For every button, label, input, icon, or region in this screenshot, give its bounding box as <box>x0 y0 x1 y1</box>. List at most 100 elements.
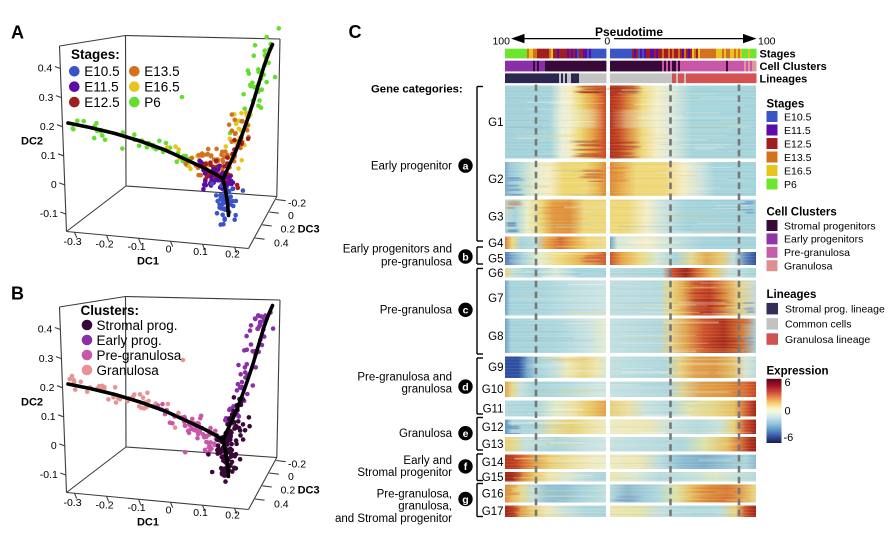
svg-text:0.4: 0.4 <box>38 63 53 75</box>
svg-text:Pseudotime: Pseudotime <box>595 25 663 39</box>
svg-text:0.3: 0.3 <box>39 92 54 104</box>
svg-text:B: B <box>11 284 24 304</box>
svg-text:Early prog.: Early prog. <box>97 333 162 348</box>
svg-text:Pre-granulosa,: Pre-granulosa, <box>377 488 452 500</box>
svg-text:100: 100 <box>758 36 776 48</box>
svg-text:DC3: DC3 <box>298 223 320 235</box>
svg-text:Cell Clusters: Cell Clusters <box>760 61 827 73</box>
svg-text:-0.1: -0.1 <box>40 208 58 220</box>
svg-text:G10: G10 <box>482 384 504 396</box>
svg-text:DC2: DC2 <box>21 397 43 409</box>
svg-text:-0.1: -0.1 <box>127 502 145 514</box>
svg-text:0.2: 0.2 <box>281 484 296 496</box>
svg-text:0: 0 <box>51 179 57 191</box>
svg-text:0.4: 0.4 <box>274 238 289 250</box>
svg-text:6: 6 <box>785 377 791 389</box>
svg-text:G13: G13 <box>482 439 504 451</box>
svg-text:c: c <box>463 305 469 317</box>
svg-text:Clusters:: Clusters: <box>81 303 140 318</box>
svg-text:E11.5: E11.5 <box>784 125 811 137</box>
svg-text:d: d <box>462 381 468 393</box>
svg-text:0: 0 <box>51 440 57 452</box>
svg-text:G4: G4 <box>488 238 504 250</box>
svg-text:0.1: 0.1 <box>41 150 56 162</box>
svg-text:and Stromal progenitor: and Stromal progenitor <box>335 513 452 525</box>
svg-text:-0.1: -0.1 <box>40 469 58 481</box>
svg-text:f: f <box>464 461 468 473</box>
svg-text:-0.3: -0.3 <box>63 236 81 248</box>
svg-text:G14: G14 <box>482 457 504 469</box>
svg-text:E12.5: E12.5 <box>84 95 119 110</box>
svg-text:granulosa: granulosa <box>401 384 452 396</box>
svg-text:0: 0 <box>288 210 294 222</box>
svg-text:0.1: 0.1 <box>193 507 208 519</box>
svg-text:G17: G17 <box>482 506 504 518</box>
svg-text:Pre-granulosa: Pre-granulosa <box>97 348 182 363</box>
svg-text:Stages:: Stages: <box>71 47 120 62</box>
svg-text:0.2: 0.2 <box>40 382 55 394</box>
svg-text:granulosa,: granulosa, <box>398 500 452 512</box>
svg-text:G15: G15 <box>482 472 504 484</box>
svg-text:P6: P6 <box>144 95 161 110</box>
svg-text:G5: G5 <box>488 254 503 266</box>
svg-text:Pre-granulosa: Pre-granulosa <box>380 305 453 317</box>
svg-text:G1: G1 <box>488 117 503 129</box>
svg-text:E16.5: E16.5 <box>144 80 179 95</box>
svg-text:0.3: 0.3 <box>39 353 54 365</box>
svg-text:DC3: DC3 <box>298 484 320 496</box>
svg-text:Stages: Stages <box>767 99 805 111</box>
svg-text:E16.5: E16.5 <box>784 165 812 177</box>
svg-text:-0.3: -0.3 <box>63 497 81 509</box>
svg-text:0.2: 0.2 <box>225 509 240 521</box>
svg-text:G12: G12 <box>482 422 504 434</box>
svg-text:Pre-granulosa and: Pre-granulosa and <box>357 372 452 384</box>
svg-text:G3: G3 <box>488 212 503 224</box>
svg-text:Lineages: Lineages <box>767 289 817 301</box>
svg-text:0: 0 <box>604 36 610 48</box>
svg-text:0: 0 <box>166 244 172 256</box>
svg-text:b: b <box>462 251 468 263</box>
svg-text:Granulosa: Granulosa <box>97 363 160 378</box>
svg-text:pre-granulosa: pre-granulosa <box>381 256 453 268</box>
svg-text:100: 100 <box>492 36 510 48</box>
svg-text:C: C <box>349 22 362 42</box>
svg-text:0: 0 <box>785 406 791 418</box>
svg-text:E13.5: E13.5 <box>144 64 179 79</box>
svg-text:Cell Clusters: Cell Clusters <box>767 207 837 219</box>
svg-text:DC1: DC1 <box>137 517 159 529</box>
svg-text:0.2: 0.2 <box>40 121 55 133</box>
svg-text:-6: -6 <box>784 432 794 444</box>
svg-text:Early progenitors: Early progenitors <box>784 234 863 246</box>
svg-text:e: e <box>463 428 469 440</box>
svg-text:Stages: Stages <box>760 49 796 61</box>
svg-text:g: g <box>462 494 468 506</box>
svg-text:0.4: 0.4 <box>38 324 53 336</box>
svg-text:Expression: Expression <box>767 366 829 378</box>
svg-text:Stromal progenitors: Stromal progenitors <box>784 220 876 232</box>
svg-text:DC1: DC1 <box>137 256 159 268</box>
svg-text:Gene categories:: Gene categories: <box>371 84 463 96</box>
svg-text:Granulosa lineage: Granulosa lineage <box>785 334 870 346</box>
svg-text:G8: G8 <box>488 331 503 343</box>
svg-text:P6: P6 <box>784 179 797 191</box>
svg-text:0.1: 0.1 <box>41 411 56 423</box>
svg-text:Granulosa: Granulosa <box>399 428 453 440</box>
svg-text:0.1: 0.1 <box>193 246 208 258</box>
svg-text:G2: G2 <box>488 174 503 186</box>
svg-text:Pre-granulosa: Pre-granulosa <box>784 247 850 259</box>
svg-text:-0.1: -0.1 <box>127 241 145 253</box>
svg-text:0.4: 0.4 <box>274 499 289 511</box>
svg-text:Stromal prog.: Stromal prog. <box>97 318 178 333</box>
svg-text:A: A <box>11 23 24 43</box>
svg-text:Lineages: Lineages <box>760 74 808 86</box>
svg-text:0: 0 <box>288 471 294 483</box>
svg-text:Stromal prog. lineage: Stromal prog. lineage <box>785 303 885 315</box>
svg-text:E10.5: E10.5 <box>784 111 812 123</box>
svg-text:G9: G9 <box>488 362 503 374</box>
svg-text:0.2: 0.2 <box>225 248 240 260</box>
svg-text:Early and: Early and <box>403 455 452 467</box>
svg-text:G7: G7 <box>488 293 503 305</box>
svg-text:Common cells: Common cells <box>785 319 852 331</box>
svg-text:G16: G16 <box>482 489 504 501</box>
svg-text:-0.2: -0.2 <box>288 459 306 471</box>
